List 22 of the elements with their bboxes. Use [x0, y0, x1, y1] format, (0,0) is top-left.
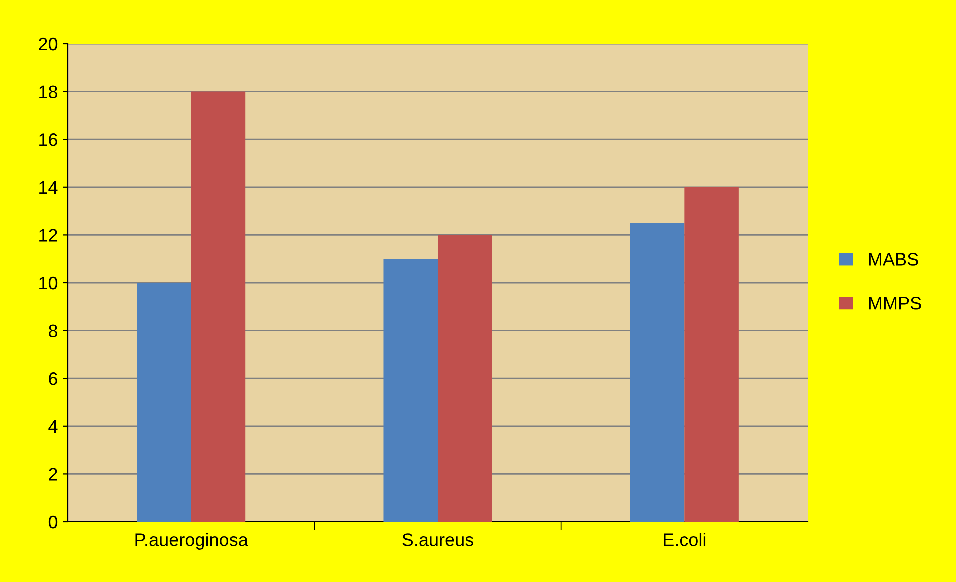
y-tick-label: 2	[49, 468, 58, 481]
y-tick-label: 6	[49, 372, 58, 386]
x-tick-label: E.coli	[664, 533, 706, 546]
bar	[630, 223, 685, 522]
bar	[384, 259, 438, 522]
x-tick-label: P.aueroginosa	[136, 533, 248, 550]
y-tick-label: 10	[40, 276, 58, 290]
bar	[438, 235, 492, 522]
y-tick-label: 12	[40, 229, 58, 242]
y-tick-label: 4	[48, 420, 58, 433]
y-tick-label: 8	[49, 324, 58, 338]
bar	[191, 92, 246, 522]
legend-label: MABS	[869, 253, 918, 266]
bar	[137, 283, 192, 522]
y-tick-label: 20	[39, 38, 58, 51]
y-tick-label: 18	[40, 86, 58, 99]
legend-label: MMPS	[869, 297, 922, 310]
x-tick-label: S.aureus	[402, 534, 474, 546]
bar	[684, 187, 739, 522]
y-tick-label: 16	[40, 134, 58, 146]
y-tick-label: 0	[48, 516, 58, 529]
y-tick-label: 14	[40, 182, 58, 194]
